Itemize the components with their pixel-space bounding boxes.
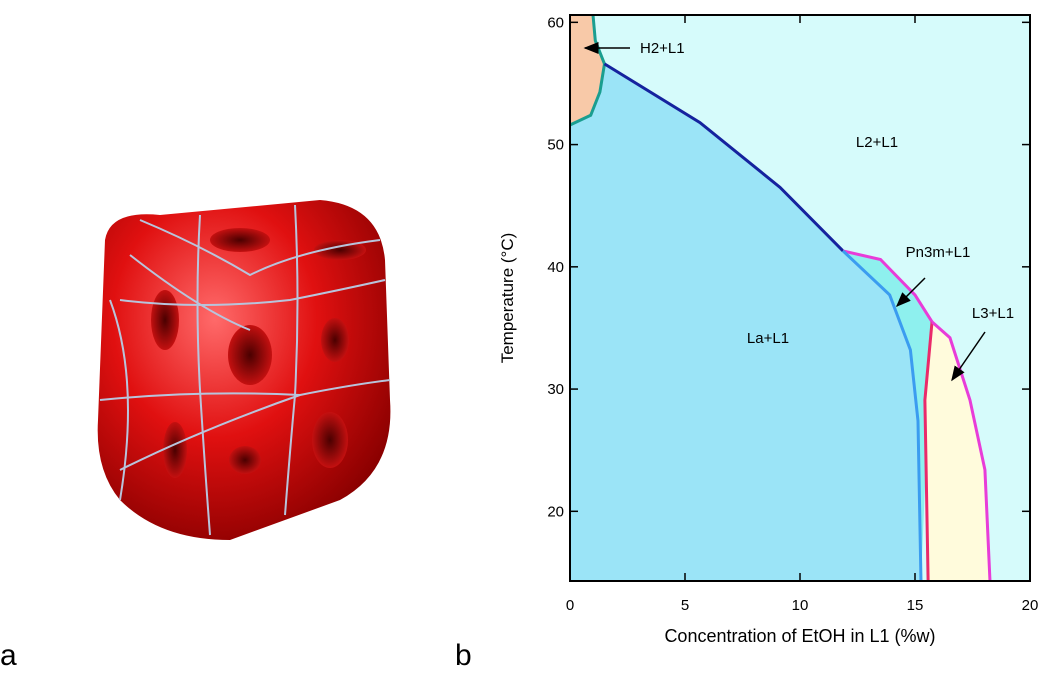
y-axis-label: Temperature (°C) [498,233,517,364]
y-tick-label: 60 [547,14,564,31]
y-tick-label: 20 [547,503,564,520]
x-tick-label: 20 [1022,597,1039,614]
region-label: H2+L1 [640,40,685,57]
figure: a b 0 5 10 15 20 20 30 40 50 60 H2+L1 L2+L1 Pn3m+L1 L… [0,0,1050,669]
y-tick-label: 30 [547,381,564,398]
x-tick-label: 5 [681,597,689,614]
panel-label: a [0,639,17,669]
region-label: Pn3m+L1 [906,244,971,261]
phase-diagram: 0 5 10 15 20 20 30 40 50 60 H2+L1 L2+L1 Pn3m+L1 L3+L1… [547,14,1038,614]
region-label: L2+L1 [856,134,898,151]
x-tick-label: 0 [566,597,574,614]
region-label: La+L1 [747,330,789,347]
y-tick-label: 40 [547,259,564,276]
panel-label: b [455,639,472,669]
x-tick-label: 15 [907,597,924,614]
cube-illustration [98,200,391,540]
y-tick-label: 50 [547,137,564,154]
x-axis-label: Concentration of EtOH in L1 (%w) [664,626,935,646]
x-tick-label: 10 [792,597,809,614]
region-label: L3+L1 [972,305,1014,322]
